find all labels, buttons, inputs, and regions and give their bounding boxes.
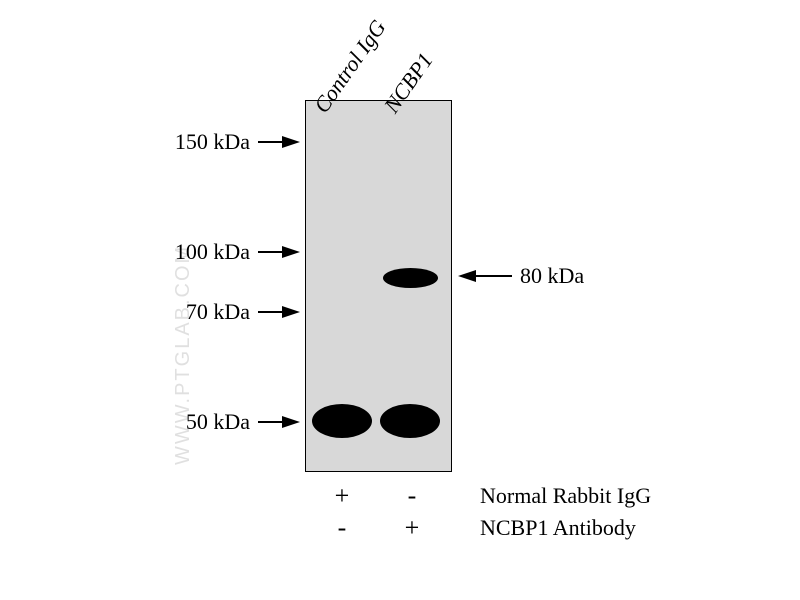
marker-label: 100 kDa xyxy=(0,239,250,265)
marker-arrow-head xyxy=(282,306,300,318)
figure-container: WWW.PTGLAB.COM Control IgG NCBP1 150 kDa… xyxy=(0,0,800,600)
target-band-label: 80 kDa xyxy=(520,263,584,289)
condition-symbol: + xyxy=(332,481,352,511)
marker-arrow-head xyxy=(282,246,300,258)
marker-arrow-stem xyxy=(258,311,284,313)
marker-label: 150 kDa xyxy=(0,129,250,155)
condition-label: Normal Rabbit IgG xyxy=(480,483,651,509)
marker-arrow-stem xyxy=(258,251,284,253)
marker-arrow-stem xyxy=(258,141,284,143)
blot-band xyxy=(312,404,372,438)
marker-label: 70 kDa xyxy=(0,299,250,325)
condition-symbol: - xyxy=(402,481,422,511)
condition-symbol: + xyxy=(402,513,422,543)
blot-band xyxy=(380,404,440,438)
marker-arrow-head xyxy=(282,416,300,428)
blot-band xyxy=(383,268,438,288)
condition-label: NCBP1 Antibody xyxy=(480,515,636,541)
marker-label: 50 kDa xyxy=(0,409,250,435)
target-arrow-stem xyxy=(474,275,512,277)
condition-symbol: - xyxy=(332,513,352,543)
target-arrow-head xyxy=(458,270,476,282)
marker-arrow-stem xyxy=(258,421,284,423)
marker-arrow-head xyxy=(282,136,300,148)
